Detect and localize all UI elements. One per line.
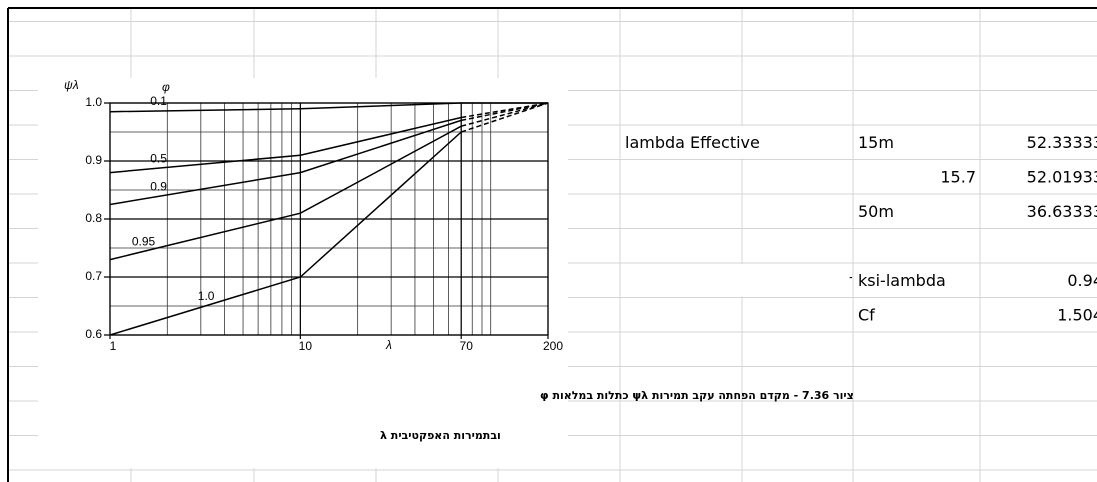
x-tick-label: 10 (299, 339, 313, 353)
cell-bg (981, 264, 1097, 297)
x-axis-label: λ (385, 338, 392, 352)
y-tick-label: 0.9 (85, 153, 102, 167)
cell-text: 7.36 ציור (849, 271, 916, 290)
cell-text: 36.63333 (1027, 202, 1097, 221)
cell-bg (981, 160, 1097, 193)
cell-text: lambda Effective (625, 133, 760, 152)
curve-label: 1.0 (198, 289, 215, 303)
y-tick-label: 0.7 (85, 269, 102, 283)
phi-label: φ (162, 80, 170, 94)
plot-frame (109, 102, 549, 336)
cell-bg (621, 126, 852, 159)
curve (109, 131, 462, 336)
y-axis-label: ψλ (64, 78, 79, 92)
cell-bg (854, 298, 979, 331)
y-tick-label: 1.0 (85, 95, 102, 109)
cell-bg (621, 264, 852, 297)
curve-label: 0.95 (132, 235, 156, 249)
cell-text: ksi-lambda (858, 271, 946, 290)
cells: lambda Effective 15m 52.33333 15.7 52.01933 5… (621, 126, 1097, 331)
x-tick-label: 1 (110, 339, 117, 353)
curve (109, 116, 462, 174)
y-tick-label: 0.8 (85, 211, 102, 225)
curve (461, 102, 549, 122)
embedded-picture (38, 78, 568, 468)
curve (109, 102, 548, 113)
cell-bg (854, 126, 979, 159)
x-tick-label: 70 (460, 339, 474, 353)
curve (109, 125, 462, 261)
cell-text: 15.7 (940, 167, 976, 186)
figure: ψλ φ λ ציור 7.36 - מקדם הפחתה עקב תמירות… (64, 78, 854, 442)
cell-bg (854, 160, 979, 193)
y-tick-label: 0.6 (85, 327, 102, 341)
cell-bg (854, 195, 979, 228)
cell-bg (854, 264, 979, 297)
caption-line: ובתמירות האפקטיבית λ (380, 429, 501, 442)
curve (109, 119, 462, 206)
cell-text: 52.01933 (1027, 167, 1097, 186)
curve-label: 0.1 (150, 94, 167, 108)
cell-text: 0.94 (1067, 271, 1097, 290)
curve (461, 102, 549, 127)
curve (460, 102, 549, 133)
cell-text: 15m (858, 133, 894, 152)
cell-text: Cf (858, 305, 875, 324)
cell-bg (981, 126, 1097, 159)
x-tick-label: 200 (543, 339, 563, 353)
cell-text: 1.504 (1057, 305, 1097, 324)
cell-text: 52.33333 (1027, 133, 1097, 152)
cell-text: 50m (858, 202, 894, 221)
curve-label: 0.9 (150, 180, 167, 194)
cell-bg (981, 195, 1097, 228)
caption-line: ציור 7.36 - מקדם הפחתה עקב תמירות ψλ כתל… (540, 389, 854, 402)
cell-bg (981, 298, 1097, 331)
curve-label: 0.5 (150, 151, 167, 165)
